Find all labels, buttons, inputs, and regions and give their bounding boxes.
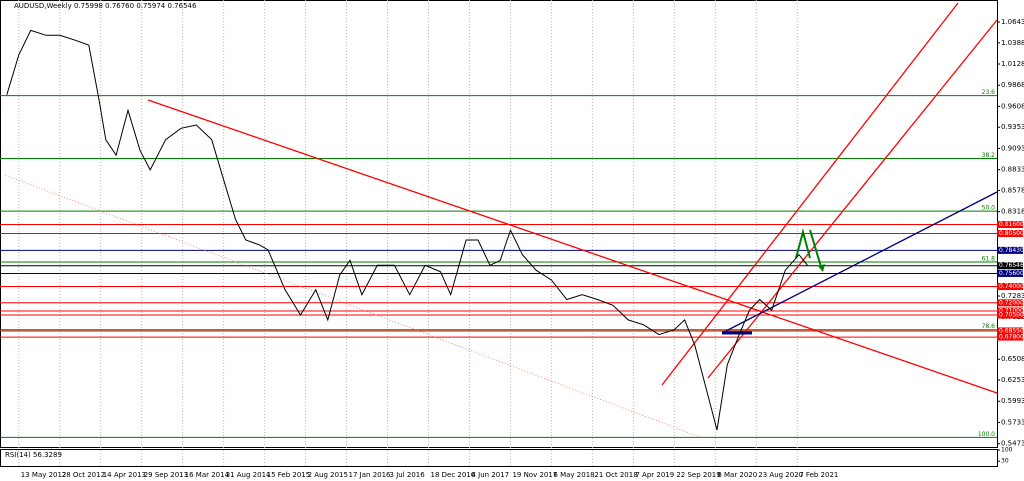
fib-label: 61.8 [982, 256, 996, 263]
rsi-tick-label: 30 [1001, 458, 1009, 465]
price-level-label: 0.78430 [999, 247, 1024, 254]
price-level-label: 0.72000 [999, 299, 1024, 306]
price-level-tag [997, 311, 1023, 319]
x-tick-label: 4 Jun 2017 [471, 471, 509, 479]
y-tick-label: 1.06430 [1001, 18, 1024, 26]
x-tick-label: 29 Sep 2013 [144, 471, 188, 479]
arrow-head [818, 264, 825, 272]
price-level-tag [997, 327, 1023, 335]
x-tick-label: 7 Apr 2019 [635, 471, 674, 479]
x-tick-label: 2 Aug 2015 [308, 471, 348, 479]
x-tick-label: 23 Aug 2020 [758, 471, 803, 479]
x-tick-label: 15 Feb 2015 [267, 471, 311, 479]
channel-line [707, 19, 998, 379]
x-tick-label: 16 Mar 2014 [185, 471, 230, 479]
price-level-label: 0.76546 [999, 262, 1024, 269]
x-tick-label: 31 Aug 2014 [226, 471, 271, 479]
trendline [721, 191, 998, 334]
price-level-label: 0.68550 [999, 327, 1024, 334]
price-level-label: 0.67800 [999, 334, 1024, 341]
fib-label: 78.6 [982, 323, 996, 330]
x-tick-label: 22 Sep 2019 [676, 471, 720, 479]
chart-title: AUDUSD,Weekly 0.75998 0.76760 0.75974 0.… [14, 2, 197, 10]
price-level-tag [997, 333, 1023, 341]
price-level-label: 0.74000 [999, 283, 1024, 290]
x-tick-label: 28 Oct 2012 [62, 471, 105, 479]
rsi-label: RSI(14) 56.3289 [5, 451, 62, 459]
price-level-tag [997, 299, 1023, 307]
fib-label: 23.6 [982, 89, 996, 96]
x-tick-label: 7 Feb 2021 [799, 471, 838, 479]
price-level-tag [997, 246, 1023, 254]
trendline [147, 99, 998, 394]
dotted-trendline [4, 174, 701, 438]
price-level-tag [997, 269, 1023, 277]
fib-label: 100.0 [978, 431, 995, 438]
fib-label: 50.0 [982, 205, 996, 212]
price-level-tag [997, 307, 1023, 315]
x-tick-label: 8 Mar 2020 [717, 471, 757, 479]
price-level-label: 0.71000 [999, 307, 1024, 314]
price-level-label: 0.80500 [999, 230, 1024, 237]
x-tick-label: 21 Oct 2018 [594, 471, 637, 479]
arrow [795, 228, 811, 259]
x-tick-label: 19 Nov 2017 [512, 471, 557, 479]
price-level-tag [997, 229, 1023, 237]
arrow [809, 229, 823, 271]
x-tick-label: 3 Jul 2016 [390, 471, 426, 479]
price-level-tag [997, 262, 1023, 270]
y-tick-label: 1.03880 [1001, 39, 1024, 47]
rsi-frame [0, 449, 998, 467]
x-tick-label: 17 Jan 2016 [349, 471, 392, 479]
x-tick-label: 14 Apr 2013 [103, 471, 146, 479]
price-level-label: 0.81600 [999, 221, 1024, 228]
price-level-label: 0.70500 [999, 312, 1024, 319]
price-level-label: 0.75600 [999, 270, 1024, 277]
price-line [6, 29, 808, 431]
channel-line [661, 2, 959, 386]
x-tick-label: 18 Dec 2016 [431, 471, 476, 479]
x-tick-label: 13 May 2012 [21, 471, 67, 479]
price-level-tag [997, 283, 1023, 291]
rsi-tick-label: 100 [1001, 447, 1013, 454]
plot-frame [0, 0, 998, 448]
price-level-tag [997, 221, 1023, 229]
x-tick-label: 6 May 2018 [553, 471, 594, 479]
fib-label: 38.2 [982, 152, 996, 159]
